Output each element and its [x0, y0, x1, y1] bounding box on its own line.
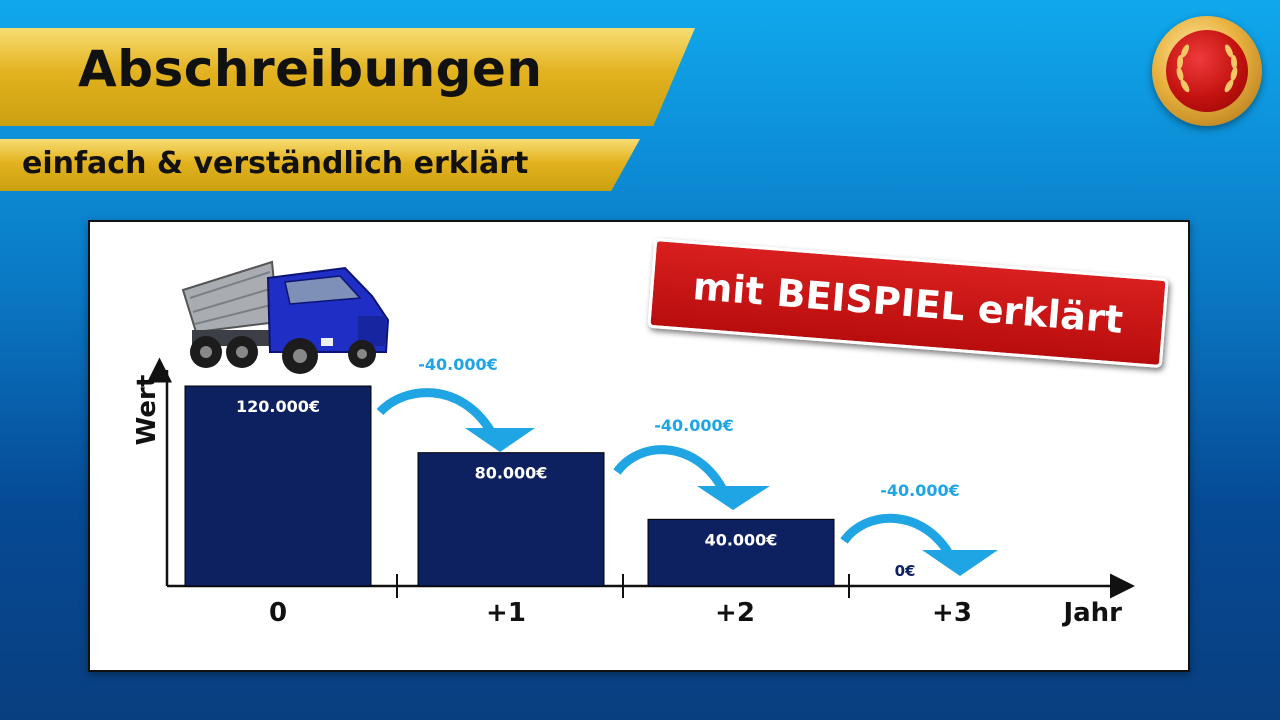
stamp-text: mit BEISPIEL erklärt: [691, 264, 1125, 342]
y-axis-label: Wert: [132, 375, 162, 446]
bar-year-1: [417, 452, 605, 587]
decline-arrow-icon: [376, 388, 535, 452]
bar-value-label: 0€: [895, 562, 916, 580]
x-tick-label: +3: [932, 598, 972, 628]
decline-label: -40.000€: [418, 355, 498, 374]
page-title: Abschreibungen: [78, 40, 543, 98]
x-tick-label: +1: [486, 598, 526, 628]
decline-label: -40.000€: [654, 416, 734, 435]
bar-year-2: [647, 518, 835, 587]
x-axis-label: Jahr: [1061, 598, 1122, 628]
bar-value-label: 40.000€: [705, 530, 778, 549]
bar-value-label: 80.000€: [475, 464, 548, 483]
subtitle-banner: [0, 139, 640, 191]
dump-truck-icon: [181, 260, 390, 374]
decline-label: -40.000€: [880, 481, 960, 500]
bar-year-0: [184, 385, 372, 587]
decline-arrow-icon: [840, 513, 998, 576]
page-subtitle: einfach & verständlich erklärt: [22, 146, 529, 181]
bar-value-label: 120.000€: [236, 397, 320, 416]
x-tick-label: +2: [715, 598, 755, 628]
decline-arrow-icon: [613, 445, 770, 510]
laurel-medal-icon: [1152, 16, 1262, 126]
title-banner: [0, 28, 695, 126]
x-tick-label: 0: [269, 598, 287, 628]
